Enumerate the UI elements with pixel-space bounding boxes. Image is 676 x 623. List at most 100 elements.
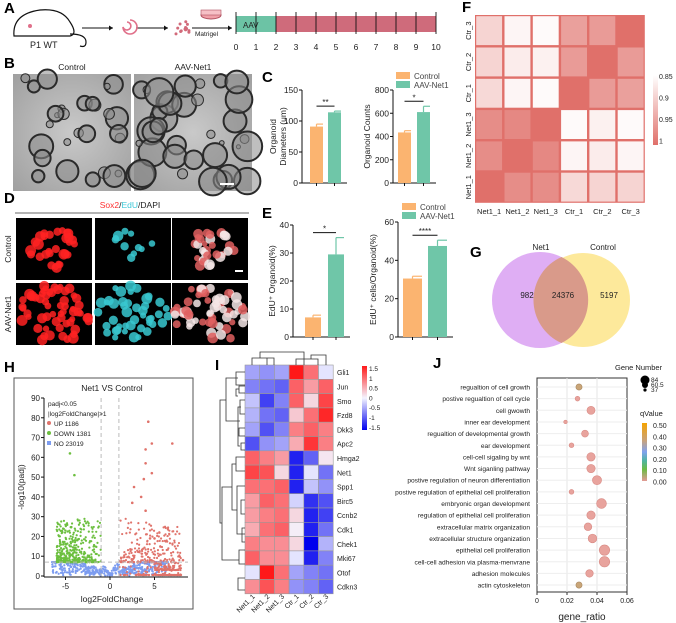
point-up — [140, 555, 143, 558]
organoid-shape — [45, 120, 54, 129]
nucleus-shape — [36, 313, 48, 324]
point-down — [62, 519, 66, 522]
point-down — [92, 559, 95, 562]
column-label: Ctr_1 — [565, 207, 583, 216]
point-down — [77, 545, 80, 548]
nucleus-shape — [64, 283, 75, 294]
point-no — [51, 565, 54, 569]
bubble — [575, 383, 583, 391]
point-down — [58, 535, 61, 538]
colorbar-label: -1.5 — [369, 425, 381, 432]
bubble — [568, 489, 575, 495]
point-down — [65, 552, 69, 555]
y-tick-label: 70 — [31, 434, 40, 443]
point-down — [55, 552, 59, 555]
nucleus-shape — [199, 246, 207, 255]
heatmap-cell — [288, 521, 305, 537]
point-up — [174, 547, 178, 550]
point-up — [141, 559, 144, 562]
nucleus-shape — [203, 251, 212, 260]
point-up — [171, 557, 174, 560]
day-label: 0 — [234, 42, 239, 52]
point-no — [79, 567, 82, 570]
point-down — [75, 558, 78, 561]
heatmap-cell — [532, 141, 559, 171]
point-up — [129, 550, 132, 553]
nucleus-shape — [195, 291, 202, 299]
point-down — [93, 536, 96, 539]
organoid-shape — [149, 116, 168, 136]
y-axis-label: EdU⁺ cells/Organoid(%) — [368, 234, 378, 325]
point-down — [65, 550, 68, 553]
legend-marker — [47, 441, 51, 445]
point-up — [168, 542, 172, 545]
point-down — [78, 558, 82, 561]
point-no — [66, 564, 70, 567]
nucleus-shape — [108, 315, 118, 325]
gene-label: Spp1 — [337, 485, 353, 492]
point-no — [60, 565, 63, 569]
point-up — [129, 565, 132, 568]
colorbar-label: 1 — [659, 139, 663, 146]
point-down — [88, 556, 91, 559]
heatmap-cell — [303, 450, 319, 466]
point-down — [70, 522, 74, 525]
point-no — [131, 564, 134, 568]
venn-count: 5197 — [600, 291, 618, 300]
point-down — [55, 528, 58, 531]
point-down — [79, 534, 82, 537]
point-up — [172, 551, 175, 554]
point-up — [120, 560, 123, 563]
heatmap-cell — [561, 172, 587, 202]
heatmap-cell — [288, 378, 305, 394]
nucleus-shape — [33, 323, 43, 334]
bar-aav-net1 — [328, 254, 344, 337]
go-term-label: inner ear development — [464, 419, 530, 426]
point-up — [161, 539, 164, 543]
heatmap-cell — [274, 507, 290, 523]
heatmap-cell — [288, 550, 305, 566]
heatmap-cell — [274, 536, 290, 552]
point-up — [164, 533, 167, 536]
point-up — [170, 554, 173, 557]
heatmap-cell — [318, 364, 334, 380]
bubble — [586, 464, 596, 474]
point-up — [121, 565, 125, 569]
point-up — [139, 561, 142, 564]
point-no — [147, 570, 151, 573]
point-up — [128, 531, 131, 534]
heatmap-cell — [274, 421, 290, 437]
point-up — [137, 528, 140, 531]
nucleus-shape — [172, 320, 181, 329]
point-up — [150, 471, 154, 475]
organoid-shape — [173, 74, 197, 98]
point-up — [164, 571, 167, 574]
point-down — [75, 548, 78, 551]
bubble — [568, 442, 575, 448]
panel-label-b: B — [4, 55, 15, 72]
point-no — [58, 567, 61, 570]
point-up — [143, 573, 146, 577]
point-no — [63, 564, 66, 567]
point-up — [130, 548, 133, 551]
y-tick-label: 0 — [389, 332, 394, 342]
y-tick-label: 600 — [375, 108, 389, 118]
point-down — [68, 452, 72, 455]
point-no — [139, 567, 142, 570]
point-up — [130, 541, 133, 544]
go-term-label: actin cytoskeleton — [478, 583, 531, 590]
point-up — [144, 559, 147, 563]
point-down — [97, 554, 100, 557]
heatmap-cell — [259, 536, 275, 552]
point-no — [74, 565, 77, 568]
point-up — [179, 573, 182, 577]
point-no — [121, 572, 124, 575]
point-up — [167, 573, 170, 577]
organoid-shape — [135, 139, 143, 147]
point-no — [76, 564, 79, 567]
point-up — [153, 542, 156, 545]
nucleus-shape — [206, 310, 214, 317]
organoid-shape — [198, 166, 228, 197]
row-label: Net1_2 — [464, 144, 473, 168]
day-label: 6 — [354, 42, 359, 52]
